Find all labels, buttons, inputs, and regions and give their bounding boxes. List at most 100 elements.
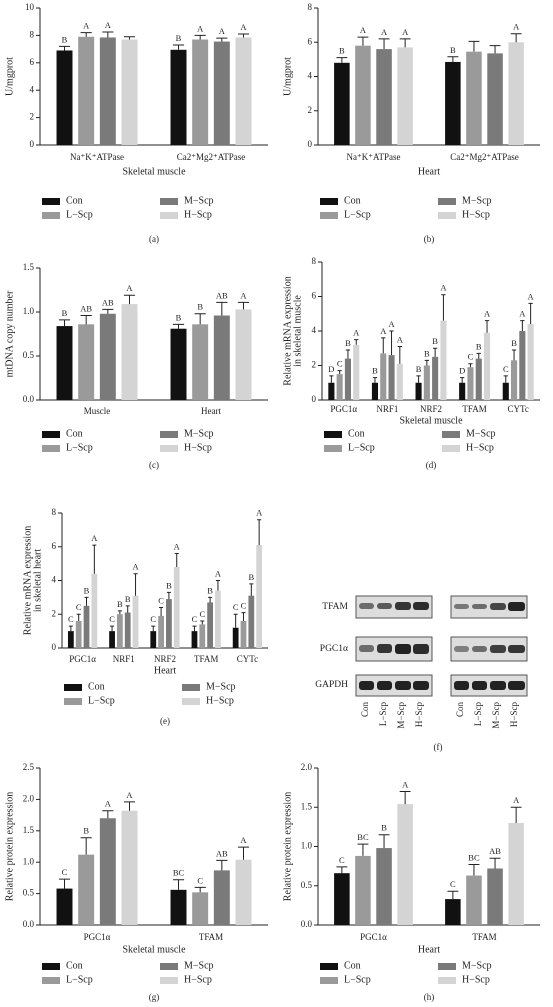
legend-label: M−Scp bbox=[184, 428, 214, 439]
bar bbox=[56, 326, 73, 400]
legend-swatch bbox=[160, 445, 178, 452]
significance-letter: B bbox=[176, 33, 182, 43]
error-bar bbox=[441, 294, 446, 321]
significance-letter: BC bbox=[468, 853, 480, 863]
legend-swatch bbox=[442, 431, 460, 438]
error-bar bbox=[447, 890, 459, 900]
error-bar bbox=[200, 620, 205, 625]
x-axis-label: Skeletal muscle bbox=[122, 944, 186, 955]
legend-swatch bbox=[324, 431, 342, 438]
significance-letter: B bbox=[424, 348, 430, 358]
error-bar bbox=[58, 45, 71, 51]
significance-letter: B bbox=[432, 336, 438, 346]
bar bbox=[199, 624, 206, 648]
error-bar bbox=[216, 301, 228, 316]
bar bbox=[166, 599, 172, 648]
legend-swatch bbox=[160, 977, 178, 984]
x-tick-label: Na⁺K⁺ATPase bbox=[70, 152, 124, 162]
error-bar bbox=[233, 613, 238, 628]
legend-label: H−Scp bbox=[462, 974, 490, 985]
x-tick-label: NRF2 bbox=[154, 654, 176, 664]
error-bar bbox=[216, 859, 228, 871]
y-tick-label: 2.5 bbox=[23, 762, 35, 772]
error-bar bbox=[192, 625, 197, 632]
y-tick-label: 4 bbox=[52, 575, 57, 585]
significance-letter: B bbox=[339, 46, 345, 56]
bar bbox=[240, 621, 247, 648]
bar bbox=[355, 855, 371, 925]
bar bbox=[99, 37, 116, 145]
error-bar bbox=[447, 56, 459, 62]
significance-letter: B bbox=[381, 823, 387, 833]
bar bbox=[388, 355, 395, 400]
error-bar bbox=[133, 573, 138, 596]
significance-letter: B bbox=[84, 585, 90, 595]
legend-swatch bbox=[42, 431, 60, 438]
panel-label: (h) bbox=[424, 992, 435, 1002]
significance-letter: C bbox=[503, 364, 509, 374]
significance-letter: A bbox=[197, 23, 204, 33]
error-bar bbox=[345, 349, 351, 359]
significance-letter: B bbox=[62, 34, 68, 44]
significance-letter: B bbox=[416, 364, 422, 374]
bar bbox=[475, 358, 482, 400]
blot-frame bbox=[355, 595, 433, 619]
y-tick-label: 4 bbox=[312, 325, 317, 335]
x-tick-label: CYTc bbox=[508, 404, 529, 414]
legend-swatch bbox=[160, 431, 178, 438]
y-tick-label: 0.0 bbox=[23, 394, 35, 404]
x-axis-label: Heart bbox=[418, 944, 440, 955]
significance-letter: B bbox=[511, 338, 517, 348]
significance-letter: A bbox=[219, 26, 226, 36]
bar bbox=[99, 818, 116, 925]
bar bbox=[191, 631, 198, 648]
significance-letter: B bbox=[476, 341, 482, 351]
significance-letter: B bbox=[166, 580, 172, 590]
bar bbox=[508, 822, 524, 925]
error-bar bbox=[194, 313, 206, 325]
legend-swatch bbox=[320, 977, 338, 984]
bar bbox=[213, 870, 230, 925]
significance-letter: B bbox=[83, 826, 89, 836]
error-bar bbox=[399, 38, 411, 48]
y-tick-label: 8 bbox=[308, 2, 313, 12]
y-tick-label: 10 bbox=[25, 2, 35, 12]
bar bbox=[376, 49, 392, 145]
blot-frame bbox=[450, 674, 528, 697]
legend-label: L−Scp bbox=[344, 209, 371, 220]
significance-letter: C bbox=[192, 614, 198, 624]
bar bbox=[83, 605, 90, 648]
significance-letter: A bbox=[174, 541, 181, 551]
y-tick-label: 8 bbox=[312, 256, 317, 266]
error-bar bbox=[257, 519, 262, 546]
error-bar bbox=[194, 886, 206, 893]
bar bbox=[415, 382, 422, 400]
significance-letter: B bbox=[372, 366, 378, 376]
error-bar bbox=[215, 580, 220, 591]
bar bbox=[423, 365, 430, 400]
error-bar bbox=[208, 596, 213, 603]
bar bbox=[78, 324, 95, 400]
significance-letter: B bbox=[197, 302, 203, 312]
error-bar bbox=[354, 339, 359, 345]
legend-label: H−Scp bbox=[206, 695, 234, 706]
significance-letter: C bbox=[150, 614, 156, 624]
error-bar bbox=[511, 349, 517, 361]
y-tick-label: 1.0 bbox=[23, 856, 35, 866]
error-bar bbox=[159, 607, 164, 616]
significance-letter: AB bbox=[216, 848, 228, 858]
error-bar bbox=[58, 878, 71, 889]
y-tick-label: 0.5 bbox=[23, 888, 35, 898]
error-bar bbox=[76, 613, 81, 621]
bar bbox=[396, 363, 403, 400]
significance-letter: C bbox=[158, 595, 164, 605]
error-bar bbox=[174, 553, 179, 567]
blot-lane-label: H−Scp bbox=[414, 702, 424, 728]
bar bbox=[117, 614, 123, 648]
error-bar bbox=[172, 323, 185, 329]
y-tick-label: 2.0 bbox=[23, 793, 35, 803]
bar bbox=[376, 848, 392, 925]
error-bar bbox=[510, 806, 522, 823]
bar bbox=[78, 36, 95, 145]
bar bbox=[483, 332, 491, 400]
